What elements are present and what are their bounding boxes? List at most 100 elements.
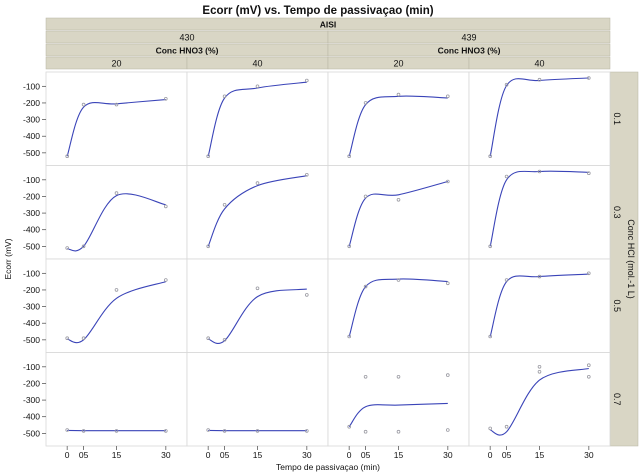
data-point xyxy=(347,244,352,249)
x-tick-label: 05 xyxy=(361,450,371,460)
data-point xyxy=(537,77,542,82)
panel-0-3 xyxy=(45,352,188,447)
data-point xyxy=(65,428,69,432)
panel-1-1 xyxy=(186,165,329,260)
data-point xyxy=(504,278,509,282)
data-point xyxy=(363,284,368,289)
data-point xyxy=(504,174,509,179)
data-point xyxy=(347,154,352,159)
y-tick-label: -200 xyxy=(23,98,40,108)
y-axis-ticks: -100 -200 -300 -400 -500 -100 -200 -300 -400 -500… xyxy=(23,81,46,438)
facet-headers: AISI 430 439 Conc HNO3 (%) Conc HNO3 (%)… xyxy=(45,17,611,70)
x-tick-label: 30 xyxy=(302,450,312,460)
panel-frame xyxy=(45,71,188,166)
data-point xyxy=(445,281,450,286)
data-point xyxy=(164,278,168,282)
y-tick-label: -100 xyxy=(23,175,40,185)
x-tick-label: 15 xyxy=(394,450,404,460)
data-point xyxy=(586,271,591,276)
data-point xyxy=(164,429,168,433)
panel-frame xyxy=(327,258,470,353)
panel-2-1 xyxy=(327,165,470,260)
y-tick-label: -200 xyxy=(23,285,40,295)
data-point xyxy=(586,374,591,379)
panel-frame xyxy=(468,165,611,260)
panel-1-3 xyxy=(186,352,329,447)
x-tick-label: 0 xyxy=(488,450,493,460)
data-point xyxy=(488,334,493,339)
data-point xyxy=(114,191,119,195)
data-point xyxy=(445,373,450,377)
x-tick-label: 30 xyxy=(161,450,171,460)
y-tick-label: -300 xyxy=(23,302,40,312)
data-point xyxy=(81,102,86,107)
y-tick-label: -100 xyxy=(23,81,40,91)
data-point xyxy=(206,244,211,249)
x-tick-label: 0 xyxy=(65,450,70,460)
data-point xyxy=(255,181,260,185)
series-line xyxy=(489,273,589,337)
x-axis-ticks: 0 05 15 30 0 05 15 30 0 05 15 30 0 05 15 30 xyxy=(65,446,594,460)
x-tick-label: 0 xyxy=(347,450,352,460)
data-point xyxy=(206,336,211,341)
data-point xyxy=(114,288,119,292)
header-439-hno3-20: 20 xyxy=(393,59,403,69)
data-point xyxy=(537,369,542,374)
data-point xyxy=(363,374,368,379)
panel-0-0 xyxy=(45,71,188,166)
data-point xyxy=(488,426,493,431)
data-point xyxy=(222,203,227,207)
x-axis-label: Tempo de passivaçao (min) xyxy=(276,462,380,472)
panel-frame xyxy=(186,258,329,353)
series-line xyxy=(348,95,448,157)
series-line xyxy=(348,278,448,337)
panel-0-2 xyxy=(45,258,188,353)
data-point xyxy=(65,336,69,341)
row-strip-hcl xyxy=(609,71,639,447)
header-430-hno3-20: 20 xyxy=(111,59,121,69)
chart-title: Ecorr (mV) vs. Tempo de passivaçao (min) xyxy=(202,5,433,17)
x-tick-label: 30 xyxy=(443,450,453,460)
data-point xyxy=(114,429,119,433)
data-point xyxy=(65,246,69,250)
data-point xyxy=(363,194,368,199)
panel-frame xyxy=(186,71,329,166)
data-point xyxy=(488,244,493,249)
data-point xyxy=(586,363,591,368)
panel-0-1 xyxy=(45,165,188,260)
x-tick-label: 05 xyxy=(79,450,89,460)
panel-frame xyxy=(45,165,188,260)
data-point xyxy=(396,198,401,202)
y-tick-label: -400 xyxy=(23,131,40,141)
y-tick-label: -300 xyxy=(23,115,40,125)
y-tick-label: -200 xyxy=(23,378,40,388)
data-point xyxy=(347,424,352,429)
panel-frame xyxy=(186,165,329,260)
panel-2-3 xyxy=(327,352,470,447)
data-point xyxy=(81,429,86,433)
data-point xyxy=(537,274,542,279)
y-tick-label: -100 xyxy=(23,268,40,278)
y-tick-label: -200 xyxy=(23,191,40,201)
header-aisi-430: 430 xyxy=(179,33,194,43)
row-factor-label: Conc HCl (mol.-1 L) xyxy=(626,219,636,299)
data-point xyxy=(347,334,352,339)
data-point xyxy=(363,429,368,434)
data-point xyxy=(488,154,493,159)
series-line xyxy=(208,288,307,344)
y-tick-label: -500 xyxy=(23,148,40,158)
header-strip-439 xyxy=(327,30,611,44)
data-point xyxy=(255,84,260,89)
panel-frame xyxy=(45,258,188,353)
x-tick-label: 15 xyxy=(535,450,545,460)
data-point xyxy=(81,244,86,249)
row-level-label: 0.3 xyxy=(612,206,622,219)
series-line xyxy=(489,77,589,157)
data-point xyxy=(445,94,450,99)
header-hno3-label-439: Conc HNO3 (%) xyxy=(438,46,501,56)
data-point xyxy=(304,293,309,297)
panel-2-2 xyxy=(327,258,470,353)
data-point xyxy=(304,78,309,83)
series-line xyxy=(67,281,166,344)
series-line xyxy=(66,99,166,157)
